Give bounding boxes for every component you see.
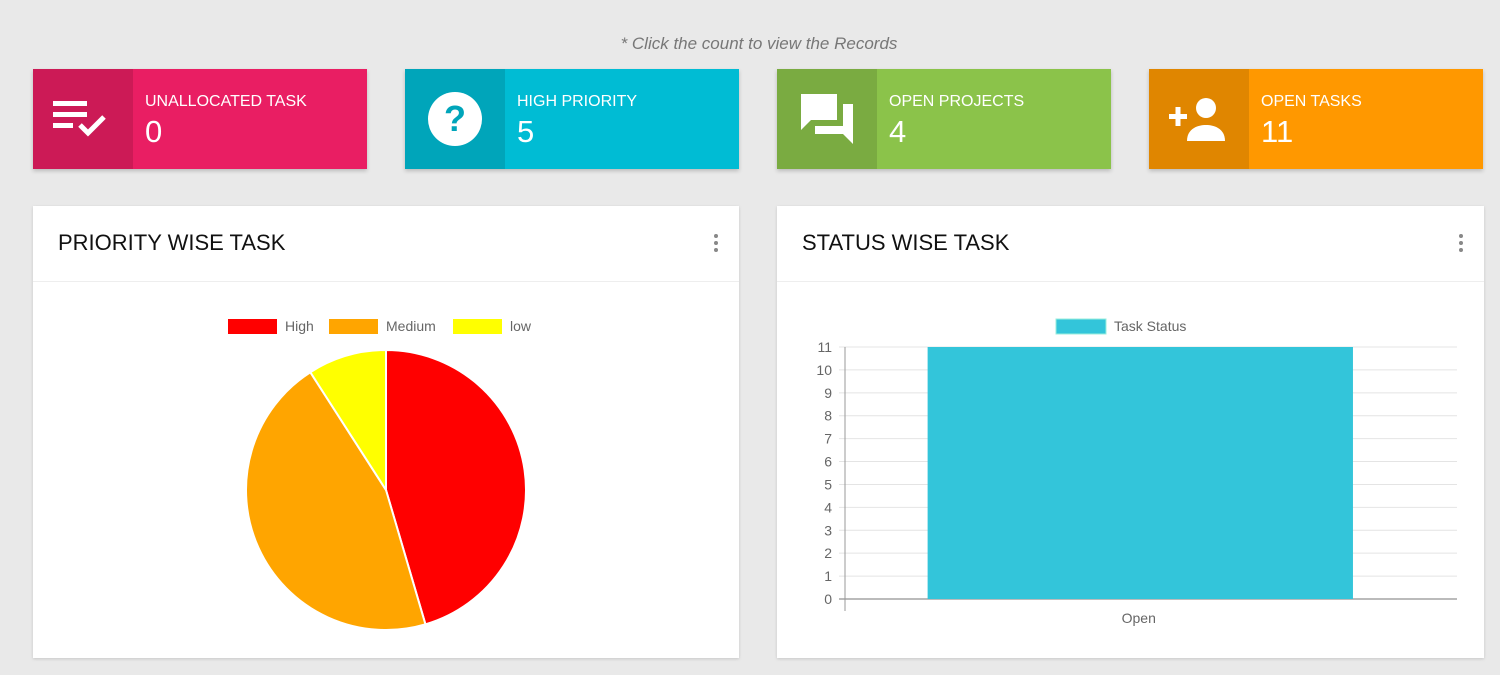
status-wise-task-panel: STATUS WISE TASK Task Status 0 1 2 3 4 5 6 7 8 9 10… (777, 206, 1484, 658)
y-tick-label: 3 (824, 522, 832, 538)
records-hint: * Click the count to view the Records (620, 34, 898, 53)
panel-title: STATUS WISE TASK (802, 230, 1010, 255)
open-tasks-card[interactable]: OPEN TASKS 11 (1149, 69, 1483, 169)
y-tick-label: 10 (816, 362, 832, 378)
legend-label-low: low (510, 318, 532, 334)
pie-chart: High Medium low (228, 318, 532, 631)
more-vert-icon[interactable] (1458, 234, 1464, 254)
open-projects-card[interactable]: OPEN PROJECTS 4 (777, 69, 1111, 169)
legend-label-task-status: Task Status (1114, 318, 1186, 334)
legend-swatch-low (453, 319, 502, 334)
priority-wise-task-panel: PRIORITY WISE TASK High Medium low (33, 206, 739, 658)
y-tick-label: 9 (824, 385, 832, 401)
card-count[interactable]: 5 (517, 114, 535, 149)
pie-slice-low (308, 348, 387, 494)
y-tick-label: 4 (824, 499, 832, 515)
legend-swatch-high (228, 319, 277, 334)
y-tick-label: 2 (824, 545, 832, 561)
legend-swatch-medium (329, 319, 378, 334)
x-tick-label: Open (1122, 610, 1156, 626)
panel-title: PRIORITY WISE TASK (58, 230, 286, 255)
card-label: UNALLOCATED TASK (145, 93, 307, 110)
divider (777, 281, 1484, 282)
card-count[interactable]: 4 (889, 114, 907, 149)
divider (33, 281, 739, 282)
person-add-icon (1149, 69, 1249, 169)
forum-icon (777, 69, 877, 169)
more-vert-icon[interactable] (713, 234, 719, 254)
y-tick-label: 1 (824, 568, 832, 584)
help-circle-icon: ? (405, 69, 505, 169)
y-tick-label: 8 (824, 408, 832, 424)
legend-label-high: High (285, 318, 314, 334)
y-tick-label: 7 (824, 431, 832, 447)
playlist-check-icon (33, 69, 133, 169)
high-priority-card[interactable]: ? HIGH PRIORITY 5 (405, 69, 739, 169)
card-label: OPEN TASKS (1261, 93, 1362, 110)
card-label: HIGH PRIORITY (517, 93, 638, 110)
svg-text:?: ? (444, 98, 466, 139)
legend-swatch-task-status (1055, 318, 1107, 335)
card-count[interactable]: 0 (145, 114, 163, 149)
pie-slice-medium (245, 370, 427, 631)
y-tick-label: 11 (817, 339, 832, 355)
card-count[interactable]: 11 (1261, 114, 1294, 149)
bar-chart: Task Status 0 1 2 3 4 5 6 7 8 9 10 11 Open (816, 318, 1457, 626)
y-tick-label: 0 (824, 591, 832, 607)
card-label: OPEN PROJECTS (889, 93, 1025, 110)
legend-label-medium: Medium (386, 318, 436, 334)
y-tick-label: 6 (824, 454, 832, 470)
y-tick-label: 5 (824, 476, 832, 492)
pie-slice-high (385, 348, 527, 626)
bar-open (927, 347, 1353, 599)
unallocated-task-card[interactable]: UNALLOCATED TASK 0 (33, 69, 367, 169)
